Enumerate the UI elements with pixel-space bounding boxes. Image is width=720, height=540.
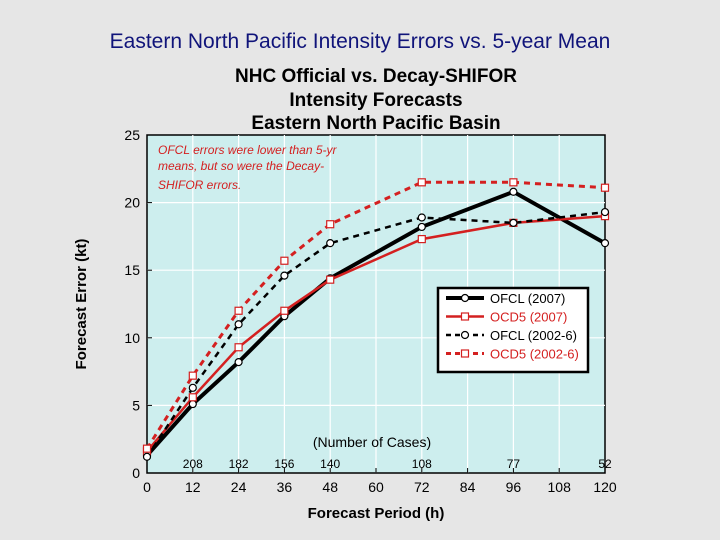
series-line: [145, 210, 606, 458]
chart-title-line-2: Intensity Forecasts: [289, 90, 462, 111]
legend-label: OFCL (2002-6): [490, 328, 577, 343]
data-point: [600, 207, 610, 217]
cases-labels: 208 182 156 140 108 77 52: [183, 457, 612, 471]
series-line: [145, 189, 606, 457]
y-axis-label: Forecast Error (kt): [73, 239, 90, 370]
data-point: [600, 239, 610, 248]
legend-item: OCD5 (2002-6): [446, 347, 579, 362]
x-tick-label: 60: [368, 479, 384, 495]
x-axis-label: Forecast Period (h): [308, 505, 445, 522]
x-tick-label: 12: [185, 479, 201, 495]
series-line: [145, 180, 606, 450]
data-point: [188, 371, 197, 380]
legend-item: OCD5 (2007): [446, 310, 567, 325]
cases-header: (Number of Cases): [313, 434, 431, 450]
data-point: [234, 306, 243, 315]
case-count-label: 52: [598, 457, 612, 471]
y-tick-label: 0: [132, 465, 140, 481]
x-tick-label: 120: [593, 479, 617, 495]
x-tick-label: 36: [277, 479, 293, 495]
data-point: [234, 358, 243, 367]
data-point: [142, 452, 152, 461]
case-count-label: 77: [507, 457, 521, 471]
x-tick-label: 84: [460, 479, 476, 495]
data-point: [460, 349, 470, 358]
series-markers: [142, 178, 610, 453]
series-line: [146, 214, 606, 453]
x-tick-label: 108: [548, 479, 572, 495]
data-point: [188, 383, 197, 392]
data-point: [600, 183, 610, 192]
series-ocd5-2002-6: [145, 180, 606, 450]
y-tick-label: 5: [132, 397, 140, 413]
case-count-label: 140: [320, 457, 340, 471]
data-point: [460, 330, 470, 340]
data-point: [188, 393, 197, 402]
data-point: [509, 178, 518, 187]
annotation-line-1: OFCL errors were lower than 5-yr: [158, 143, 338, 157]
y-tick-label: 15: [124, 262, 140, 278]
legend-item: OFCL (2007): [446, 291, 565, 306]
data-point: [326, 239, 335, 248]
series-ofcl-2007: [145, 189, 606, 457]
legend-item: OFCL (2002-6): [446, 328, 577, 343]
data-point: [460, 312, 470, 321]
data-point: [509, 218, 518, 227]
chart-title-line-1: NHC Official vs. Decay-SHIFOR: [235, 66, 517, 87]
data-point: [326, 275, 335, 284]
legend-box: [436, 286, 590, 374]
data-point: [280, 256, 289, 265]
x-tick-label: 0: [143, 479, 151, 495]
y-tick-label: 20: [124, 195, 140, 211]
axis-ticks: 0 12 24 36 48 60 72 84 96 108 120 0 5 10 15 20 25: [124, 127, 616, 495]
legend: OFCL (2007) OCD5 (2007) OFCL (2002-6) OCD5 …: [436, 286, 590, 374]
legend-label: OCD5 (2002-6): [490, 347, 579, 362]
series-markers: [142, 207, 610, 461]
slide-title: Eastern North Pacific Intensity Errors v…: [109, 30, 611, 53]
data-point: [280, 306, 289, 315]
data-point: [142, 444, 152, 453]
series-ofcl-2002-6: [145, 210, 606, 458]
x-tick-label: 48: [322, 479, 338, 495]
case-count-label: 208: [183, 457, 203, 471]
series-ocd5-2007: [146, 214, 606, 453]
x-tick-label: 72: [414, 479, 430, 495]
data-point: [417, 222, 426, 232]
data-point: [417, 235, 426, 244]
data-point: [509, 187, 518, 196]
case-count-label: 156: [274, 457, 294, 471]
legend-label: OCD5 (2007): [490, 310, 567, 325]
chart-title-line-3: Eastern North Pacific Basin: [251, 113, 500, 134]
data-point: [234, 343, 243, 352]
data-point: [417, 178, 426, 187]
data-point: [188, 399, 197, 409]
x-tick-label: 24: [231, 479, 247, 495]
data-point: [280, 271, 289, 280]
data-point: [460, 293, 470, 303]
x-tick-label: 96: [506, 479, 522, 495]
data-point: [326, 220, 335, 229]
annotation-line-2: means, but so were the Decay-: [158, 159, 324, 173]
annotation-line-3: SHIFOR errors.: [158, 178, 241, 192]
case-count-label: 108: [412, 457, 432, 471]
data-point: [417, 213, 426, 222]
legend-label: OFCL (2007): [490, 291, 565, 306]
data-point: [234, 320, 243, 329]
y-tick-label: 10: [124, 330, 140, 346]
case-count-label: 182: [229, 457, 249, 471]
y-tick-label: 25: [124, 127, 140, 143]
series-group: [142, 178, 610, 461]
